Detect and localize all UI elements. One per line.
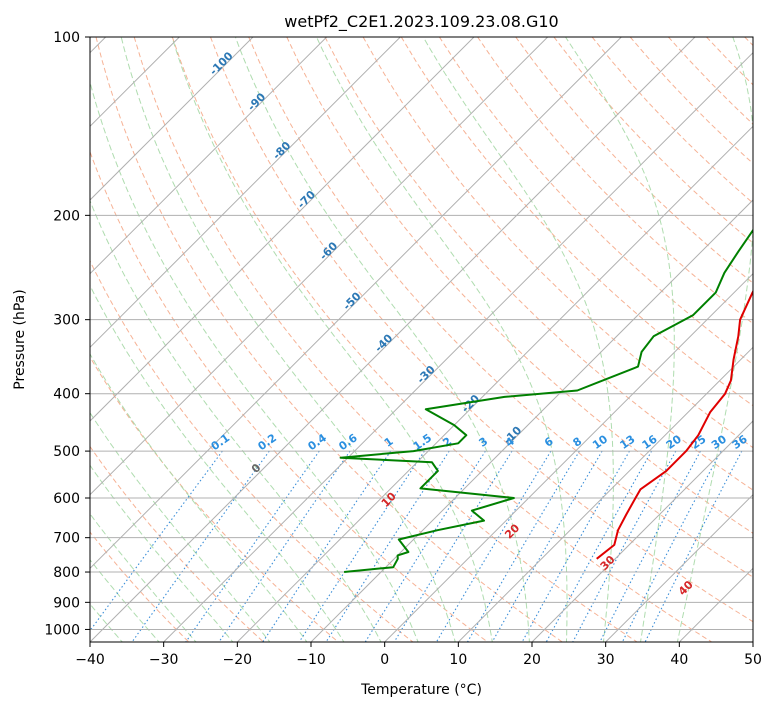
x-tick-label: 40 <box>670 652 688 668</box>
plot-frame <box>89 36 754 643</box>
moist-adiabat-line <box>676 37 753 642</box>
mixing-ratio-line <box>572 450 677 642</box>
isotherm-line <box>90 37 696 642</box>
moist-adiabat-line <box>90 353 308 642</box>
isotherm-line <box>90 37 622 570</box>
x-tick-label: −30 <box>149 652 179 668</box>
isotherm-line <box>236 125 753 642</box>
y-tick-label: 100 <box>53 30 80 46</box>
x-tick-label: 30 <box>597 652 615 668</box>
isotherm-line <box>90 37 401 349</box>
dry-adiabat-line <box>248 37 753 578</box>
x-tick-label: 10 <box>449 652 467 668</box>
moist-adiabat-line <box>565 37 675 642</box>
dry-adiabat-line <box>286 37 753 534</box>
isotherm-line <box>384 272 753 642</box>
isotherm-line <box>90 37 254 201</box>
y-tick-label: 400 <box>53 387 80 403</box>
mixing-ratio-line <box>621 450 722 642</box>
x-tick-label: −20 <box>223 652 253 668</box>
x-tick-label: 50 <box>744 652 762 668</box>
isotherm-line <box>90 37 328 275</box>
sounding-profiles <box>339 228 753 573</box>
y-tick-label: 800 <box>53 565 80 581</box>
x-tick-label: −40 <box>75 652 105 668</box>
moist-adiabat-line <box>316 37 568 642</box>
x-tick-label: 0 <box>380 652 389 668</box>
x-axis: −40 −30 −20 −10 0 10 20 30 40 50 <box>75 642 762 668</box>
isotherm-line <box>605 493 753 642</box>
mixing-ratio-line <box>298 450 425 642</box>
isotherm-line <box>90 37 475 422</box>
y-tick-label: 700 <box>53 531 80 547</box>
isotherm-line <box>163 51 753 642</box>
dry-adiabat-line <box>324 37 753 491</box>
y-tick-label: 900 <box>53 595 80 611</box>
isotherm-line <box>457 346 753 642</box>
y-tick-label: 200 <box>53 208 80 224</box>
dry-adiabat-line <box>133 37 638 642</box>
x-tick-label: −10 <box>296 652 326 668</box>
y-axis: 100 200 300 400 500 600 700 800 900 1000 <box>44 30 90 638</box>
dewpoint-profile <box>339 228 753 573</box>
moist-adiabat-line <box>171 37 493 642</box>
temperature-profile <box>596 289 753 560</box>
mixing-ratio-line <box>325 450 450 642</box>
isotherms <box>90 37 753 642</box>
isotherm-line <box>752 641 753 642</box>
isotherm-line <box>310 199 753 642</box>
y-tick-label: 600 <box>53 491 80 507</box>
y-tick-label: 500 <box>53 444 80 460</box>
dry-adiabat-line <box>90 150 489 642</box>
mixing-ratio-line <box>262 450 392 642</box>
moist-adiabat-line <box>422 37 614 642</box>
moist-adiabat-line <box>120 37 456 642</box>
isotherm-line <box>531 420 753 642</box>
isotherm-line <box>90 37 549 496</box>
y-tick-label: 300 <box>53 313 80 329</box>
x-axis-label: Temperature (°C) <box>360 682 482 698</box>
chart-title: wetPf2_C2E1.2023.109.23.08.G10 <box>284 12 558 32</box>
isobars <box>90 37 753 630</box>
y-axis-label: Pressure (hPa) <box>12 289 28 389</box>
plot-area <box>90 37 753 642</box>
x-tick-label: 20 <box>523 652 541 668</box>
y-tick-label: 1000 <box>44 622 80 638</box>
mixing-ratio-line <box>131 450 270 642</box>
